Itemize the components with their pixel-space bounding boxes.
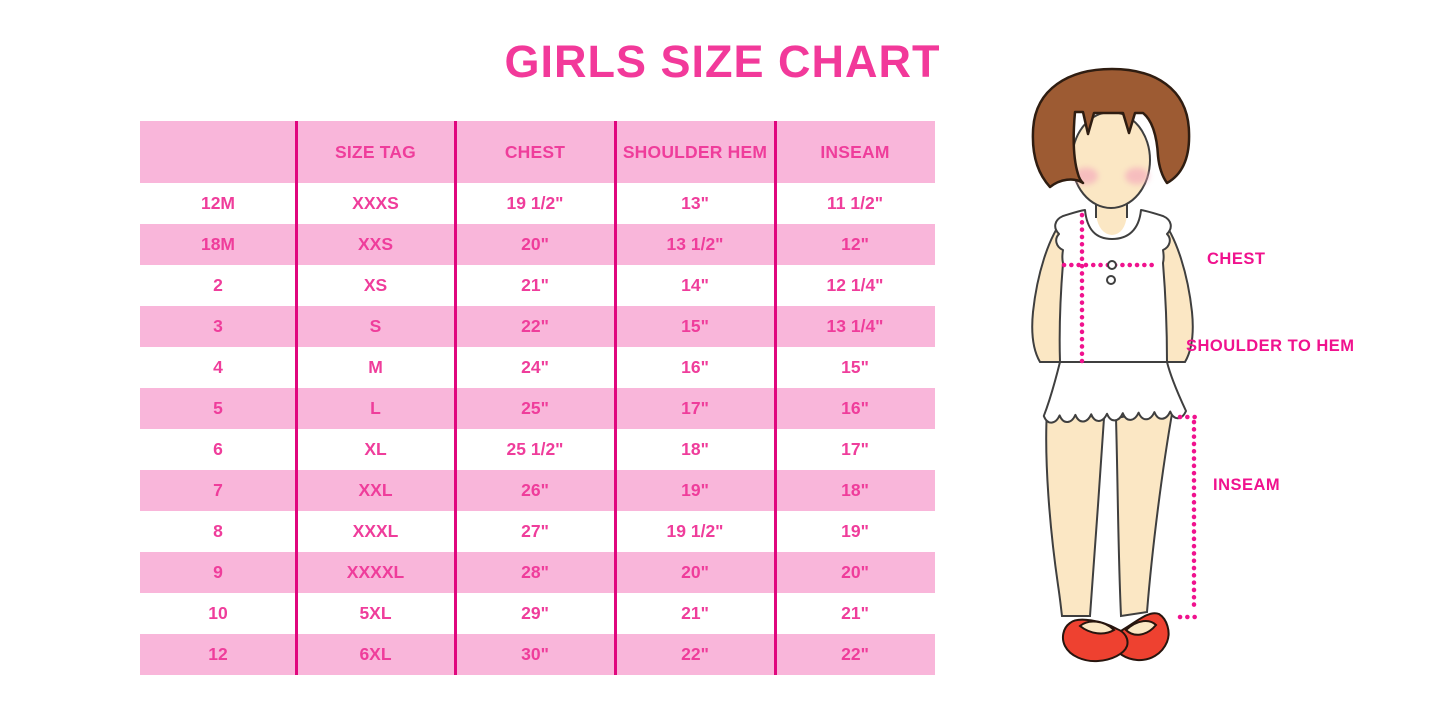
table-cell: XXL [358,480,393,500]
table-row: 6 XL 25 1/2" 18" 17" [140,429,935,470]
shirt-button [1107,260,1117,270]
table-cell: 13 1/2" [666,234,724,254]
table-cell: 9 [213,562,223,582]
table-cell: 3 [213,316,223,336]
left-shoe-opening [1078,620,1116,635]
page-title: GIRLS SIZE CHART [504,36,941,87]
table-cell: 6XL [359,644,392,664]
size-table-body: SIZE TAG CHEST SHOULDER HEM INSEAM 12M XXXS 19… [140,121,935,675]
table-row: 8 XXXL 27" 19 1/2" 19" [140,511,935,552]
table-cell: 29" [521,603,549,623]
table-cell: 21" [841,603,869,623]
table-cell: 17" [681,398,709,418]
table-cell: 5 [213,398,223,418]
table-row: 3 S 22" 15" 13 1/4" [140,306,935,347]
table-cell: L [370,398,381,418]
table-cell: 25 1/2" [506,439,564,459]
table-cell: 8 [213,521,223,541]
table-row: 9 XXXXL 28" 20" 20" [140,552,935,593]
table-cell: 27" [521,521,549,541]
table-cell: 12 1/4" [826,275,884,295]
header-cell: INSEAM [820,141,890,162]
table-column-divider [774,121,777,675]
table-row: 12M XXXS 19 1/2" 13" 11 1/2" [140,183,935,224]
table-header-row: SIZE TAG CHEST SHOULDER HEM INSEAM [140,121,935,183]
header-cell: CHEST [504,141,566,162]
table-cell: XXXS [352,193,399,213]
hair [1031,67,1191,189]
table-cell: 11 1/2" [827,193,883,213]
table-cell: XL [364,439,387,459]
table-cell: 12 [208,644,228,664]
table-cell: 5XL [359,603,392,623]
table-row: 10 5XL 29" 21" 21" [140,593,935,634]
table-cell: 26" [521,480,549,500]
table-cell: 10 [208,603,228,623]
table-cell: XXS [357,234,394,254]
table-cell: 12M [200,193,236,213]
table-cell: M [368,357,383,377]
table-cell: 2 [213,275,223,295]
table-column-divider [454,121,457,675]
right-blush [1125,167,1149,185]
right-shoe-opening [1124,620,1158,636]
table-row: 18M XXS 20" 13 1/2" 12" [140,224,935,265]
table-cell: 18M [200,234,236,254]
table-cell: 15" [681,316,709,336]
table-cell: 30" [521,644,549,664]
table-cell: 14" [681,275,709,295]
table-cell: 20" [841,562,869,582]
table-cell: 13 1/4" [826,316,884,336]
table-cell: 22" [841,644,869,664]
chest-label: CHEST [1207,250,1266,268]
table-row: 4 M 24" 16" 15" [140,347,935,388]
table-cell: 25" [521,398,549,418]
table-cell: 7 [213,480,223,500]
table-cell: 12" [841,234,869,254]
skirt [1042,361,1187,424]
table-cell: 16" [841,398,869,418]
shoulder-to-hem-label: SHOULDER TO HEM [1186,337,1355,355]
size-table: SIZE TAG CHEST SHOULDER HEM INSEAM 12M XXXS 19… [140,121,935,675]
table-cell: 19 1/2" [506,193,564,213]
table-column-divider [295,121,298,675]
table-cell: XS [363,275,388,295]
table-cell: 19" [841,521,869,541]
girl-illustration [1031,67,1204,663]
shirt-button [1106,275,1116,285]
table-cell: 19 1/2" [666,521,724,541]
table-cell: 4 [213,357,223,377]
table-cell: 24" [521,357,549,377]
table-cell: 20" [521,234,549,254]
inseam-label: INSEAM [1213,476,1281,494]
table-cell: 22" [521,316,549,336]
table-cell: 21" [681,603,709,623]
left-leg [1045,408,1106,617]
face [1071,111,1151,209]
table-cell: 13" [681,193,709,213]
table-cell: 20" [681,562,709,582]
table-cell: 16" [681,357,709,377]
table-cell: XXXL [352,521,399,541]
right-leg [1114,406,1175,618]
table-cell: 6 [213,439,223,459]
table-cell: 18" [681,439,709,459]
table-row: 12 6XL 30" 22" 22" [140,634,935,675]
table-cell: 28" [521,562,549,582]
table-cell: 17" [841,439,869,459]
table-row: 7 XXL 26" 19" 18" [140,470,935,511]
header-cell: SHOULDER HEM [622,141,768,162]
header-cell: SIZE TAG [335,141,416,162]
table-cell: 18" [841,480,869,500]
table-cell: 15" [841,357,869,377]
table-row: 5 L 25" 17" 16" [140,388,935,429]
table-column-divider [614,121,617,675]
table-cell: 19" [681,480,709,500]
table-cell: 21" [521,275,549,295]
table-cell: 22" [681,644,709,664]
table-cell: XXXXL [346,562,405,582]
header-cell [140,121,296,183]
table-cell: S [369,316,382,336]
table-row: 2 XS 21" 14" 12 1/4" [140,265,935,306]
